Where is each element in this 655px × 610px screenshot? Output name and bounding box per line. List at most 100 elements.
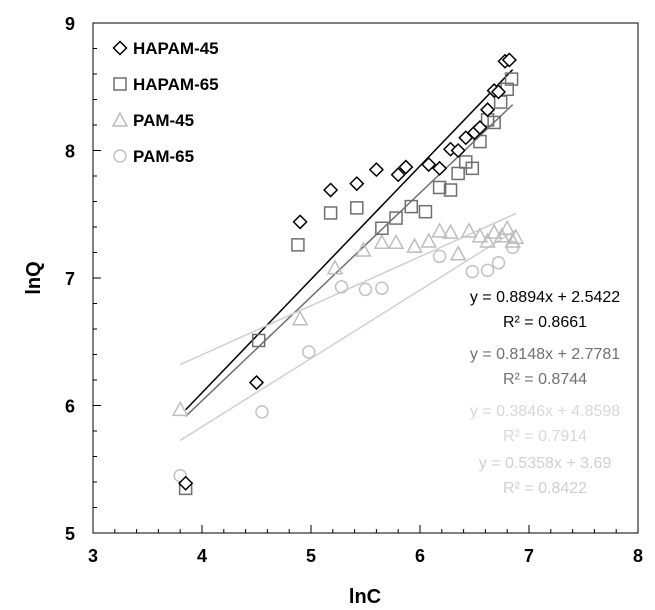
r2-pam-45: R² = 0.7914	[503, 428, 587, 445]
data-point-hapam-45	[480, 102, 496, 118]
data-point-hapam-45	[292, 214, 308, 230]
data-point-hapam-45	[501, 52, 517, 68]
data-point-hapam-65	[432, 180, 447, 195]
y-tick-label: 9	[65, 14, 75, 34]
data-point-pam-45	[373, 233, 391, 250]
data-point-pam-45	[471, 227, 489, 243]
data-point-pam-45	[504, 232, 521, 248]
data-point-pam-45	[507, 228, 525, 244]
y-tick-label: 5	[65, 524, 75, 544]
data-point-pam-45	[355, 241, 372, 257]
data-point-hapam-65	[404, 199, 419, 214]
data-point-pam-65	[334, 280, 349, 294]
data-point-hapam-65	[251, 333, 266, 348]
data-point-hapam-65	[465, 161, 480, 176]
data-point-pam-45	[431, 222, 448, 238]
data-point-hapam-45	[432, 160, 448, 176]
data-point-hapam-45	[349, 176, 365, 192]
legend-item-hapam-45: HAPAM-45	[112, 39, 219, 58]
legend-label-hapam-45: HAPAM-45	[133, 39, 219, 58]
data-point-hapam-45	[390, 167, 406, 183]
legend-marker-hapam-65	[113, 77, 127, 91]
data-point-pam-65	[432, 249, 447, 264]
x-tick-label: 3	[88, 546, 98, 566]
legend-marker-hapam-45	[112, 40, 128, 56]
data-point-hapam-45	[178, 475, 194, 491]
legend-marker-pam-65	[113, 149, 127, 163]
data-point-hapam-65	[350, 201, 364, 215]
trendline-pam-45	[179, 212, 517, 366]
data-markers	[171, 52, 525, 496]
plot-area	[92, 22, 639, 534]
data-point-pam-45	[485, 223, 503, 239]
data-point-hapam-45	[450, 142, 466, 159]
x-tick-label: 7	[524, 546, 534, 566]
data-point-hapam-45	[472, 119, 488, 136]
data-point-hapam-65	[291, 238, 305, 252]
data-point-hapam-65	[418, 204, 433, 219]
data-point-pam-45	[442, 223, 459, 239]
data-point-hapam-45	[490, 84, 507, 100]
data-point-hapam-65	[487, 115, 501, 130]
equation-pam-65: y = 0.5358x + 3.69	[479, 455, 612, 472]
r2-hapam-65: R² = 0.8744	[503, 371, 587, 388]
x-axis-title: lnC	[349, 586, 381, 608]
data-point-pam-45	[449, 245, 467, 261]
trendline-pam-65	[179, 229, 517, 442]
trendline-hapam-45	[185, 69, 514, 411]
data-point-pam-65	[465, 264, 480, 279]
data-point-pam-45	[479, 232, 496, 248]
data-point-pam-45	[387, 233, 405, 250]
data-point-pam-45	[498, 219, 516, 236]
data-point-hapam-45	[248, 374, 265, 391]
y-tick-label: 6	[65, 397, 75, 417]
x-tick-label: 5	[306, 546, 316, 566]
data-point-pam-45	[420, 232, 437, 248]
data-point-pam-45	[493, 227, 511, 243]
legend-marker-pam-45	[111, 111, 129, 127]
data-point-hapam-65	[389, 211, 403, 225]
triangle-marker-icon	[111, 111, 129, 127]
legend-label-pam-65: PAM-65	[133, 147, 194, 166]
legend-item-pam-45: PAM-45	[111, 111, 194, 130]
legend-label-pam-45: PAM-45	[133, 111, 194, 130]
data-point-pam-45	[171, 400, 189, 417]
equation-hapam-65: y = 0.8148x + 2.7781	[470, 346, 620, 363]
y-axis: 5 6 7 8 9	[65, 14, 101, 544]
data-point-hapam-65	[473, 134, 487, 149]
data-point-pam-65	[375, 281, 389, 295]
equation-hapam-45: y = 0.8894x + 2.5422	[470, 289, 620, 306]
legend: HAPAM-45 HAPAM-65 PAM-45 PAM-65	[111, 39, 219, 166]
r2-hapam-45: R² = 0.8661	[503, 314, 587, 331]
data-point-pam-65	[491, 255, 506, 270]
r2-pam-65: R² = 0.8422	[503, 480, 587, 497]
data-point-hapam-65	[451, 166, 465, 181]
data-point-hapam-65	[375, 221, 389, 236]
data-point-pam-65	[358, 282, 373, 297]
x-tick-label: 8	[633, 546, 643, 566]
y-tick-label: 8	[65, 142, 75, 162]
y-axis-title: lnQ	[23, 261, 45, 294]
x-tick-label: 6	[415, 546, 425, 566]
data-point-pam-65	[480, 263, 495, 278]
diamond-marker-icon	[112, 40, 128, 56]
y-tick-label: 7	[65, 269, 75, 289]
data-point-hapam-45	[368, 162, 384, 178]
data-point-hapam-65	[443, 183, 458, 197]
data-point-pam-65	[302, 345, 316, 359]
trendline-equations: y = 0.8894x + 2.5422 R² = 0.8661 y = 0.8…	[470, 289, 620, 497]
legend-item-hapam-65: HAPAM-65	[113, 75, 219, 94]
data-point-hapam-45	[398, 159, 414, 175]
legend-label-hapam-65: HAPAM-65	[133, 75, 219, 94]
data-point-pam-45	[460, 222, 478, 238]
data-point-pam-65	[255, 405, 269, 419]
x-tick-label: 4	[197, 546, 207, 566]
x-axis: 3 4 5 6 7 8	[88, 525, 643, 566]
data-point-hapam-65	[323, 206, 338, 220]
square-marker-icon	[113, 77, 127, 91]
data-point-pam-45	[291, 310, 309, 326]
data-point-pam-45	[326, 259, 344, 275]
equation-pam-45: y = 0.3846x + 4.8598	[470, 403, 620, 420]
circle-marker-icon	[113, 149, 127, 163]
